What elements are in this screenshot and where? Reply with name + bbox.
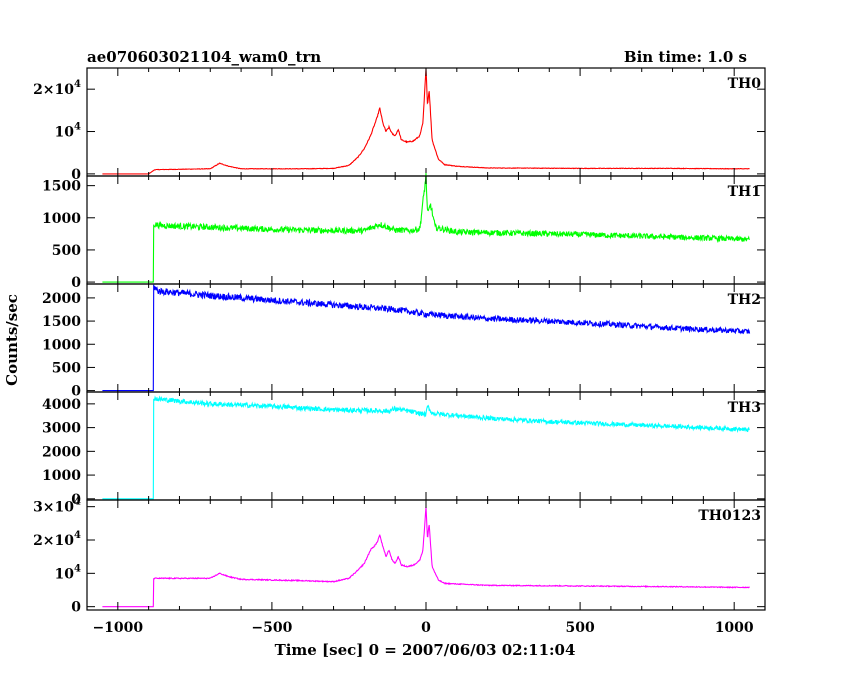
bin-time-label: Bin time: 1.0 s — [624, 48, 747, 66]
y-tick-label: 1500 — [42, 314, 81, 330]
y-tick-label: 3×104 — [33, 497, 81, 516]
chart-title: ae070603021104_wam0_trn — [87, 48, 321, 66]
y-tick-label: 1000 — [42, 468, 81, 484]
y-tick-label: 2×104 — [33, 79, 81, 98]
panel-th3: 0 1000 2000 3000 4000 TH3 — [42, 391, 766, 508]
y-axis-title: Counts/sec — [3, 294, 21, 386]
y-tick-label: 2×104 — [33, 530, 81, 549]
panel-frame — [86, 283, 766, 393]
y-tick-label: 0 — [71, 384, 81, 400]
y-tick-label: 0 — [71, 600, 81, 616]
panels-group: 0 104 2×104 TH0 0 500 1000 1500 TH1 0 500 1000 1500 2… — [33, 67, 766, 616]
x-tick-label: 1000 — [715, 620, 754, 636]
y-tick-label: 104 — [55, 122, 81, 141]
y-tick-label: 2000 — [42, 291, 81, 307]
series-th1 — [102, 172, 751, 283]
panel-label: TH0 — [728, 76, 762, 92]
panel-label: TH0123 — [698, 508, 761, 524]
y-tick-label: 0 — [71, 167, 81, 183]
panel-label: TH1 — [728, 184, 761, 200]
panel-frame — [86, 67, 766, 177]
y-tick-label: 4000 — [42, 397, 81, 413]
y-tick-label: 2000 — [42, 444, 81, 460]
y-tick-label: 0 — [71, 275, 81, 291]
x-tick-label: 500 — [565, 620, 594, 636]
y-tick-label: 500 — [52, 243, 81, 259]
y-tick-label: 0 — [71, 492, 81, 508]
x-axis-title: Time [sec] 0 = 2007/06/03 02:11:04 — [275, 641, 576, 659]
x-axis: −1000 −500 0 500 1000 — [92, 620, 753, 636]
panel-th0: 0 104 2×104 TH0 — [33, 67, 766, 183]
series-th3 — [102, 395, 750, 500]
panel-label: TH2 — [728, 292, 761, 308]
y-tick-label: 3000 — [42, 421, 81, 437]
panel-frame — [86, 175, 766, 285]
panel-frame — [86, 391, 766, 501]
y-tick-label: 1500 — [42, 179, 81, 195]
panel-th2: 0 500 1000 1500 2000 TH2 — [42, 283, 766, 400]
x-tick-label: −1000 — [92, 620, 143, 636]
panel-label: TH3 — [728, 400, 761, 416]
panel-th0123: 0 104 2×104 3×104 TH0123 — [33, 497, 766, 616]
series-th0 — [102, 69, 750, 175]
series-th0123 — [102, 507, 750, 608]
y-tick-label: 500 — [52, 360, 81, 376]
x-tick-label: 0 — [421, 620, 431, 636]
series-th2 — [102, 284, 751, 392]
panel-th1: 0 500 1000 1500 TH1 — [42, 172, 766, 291]
y-tick-label: 1000 — [42, 337, 81, 353]
x-tick-label: −500 — [251, 620, 292, 636]
y-tick-label: 104 — [55, 563, 81, 582]
y-tick-label: 1000 — [42, 211, 81, 227]
